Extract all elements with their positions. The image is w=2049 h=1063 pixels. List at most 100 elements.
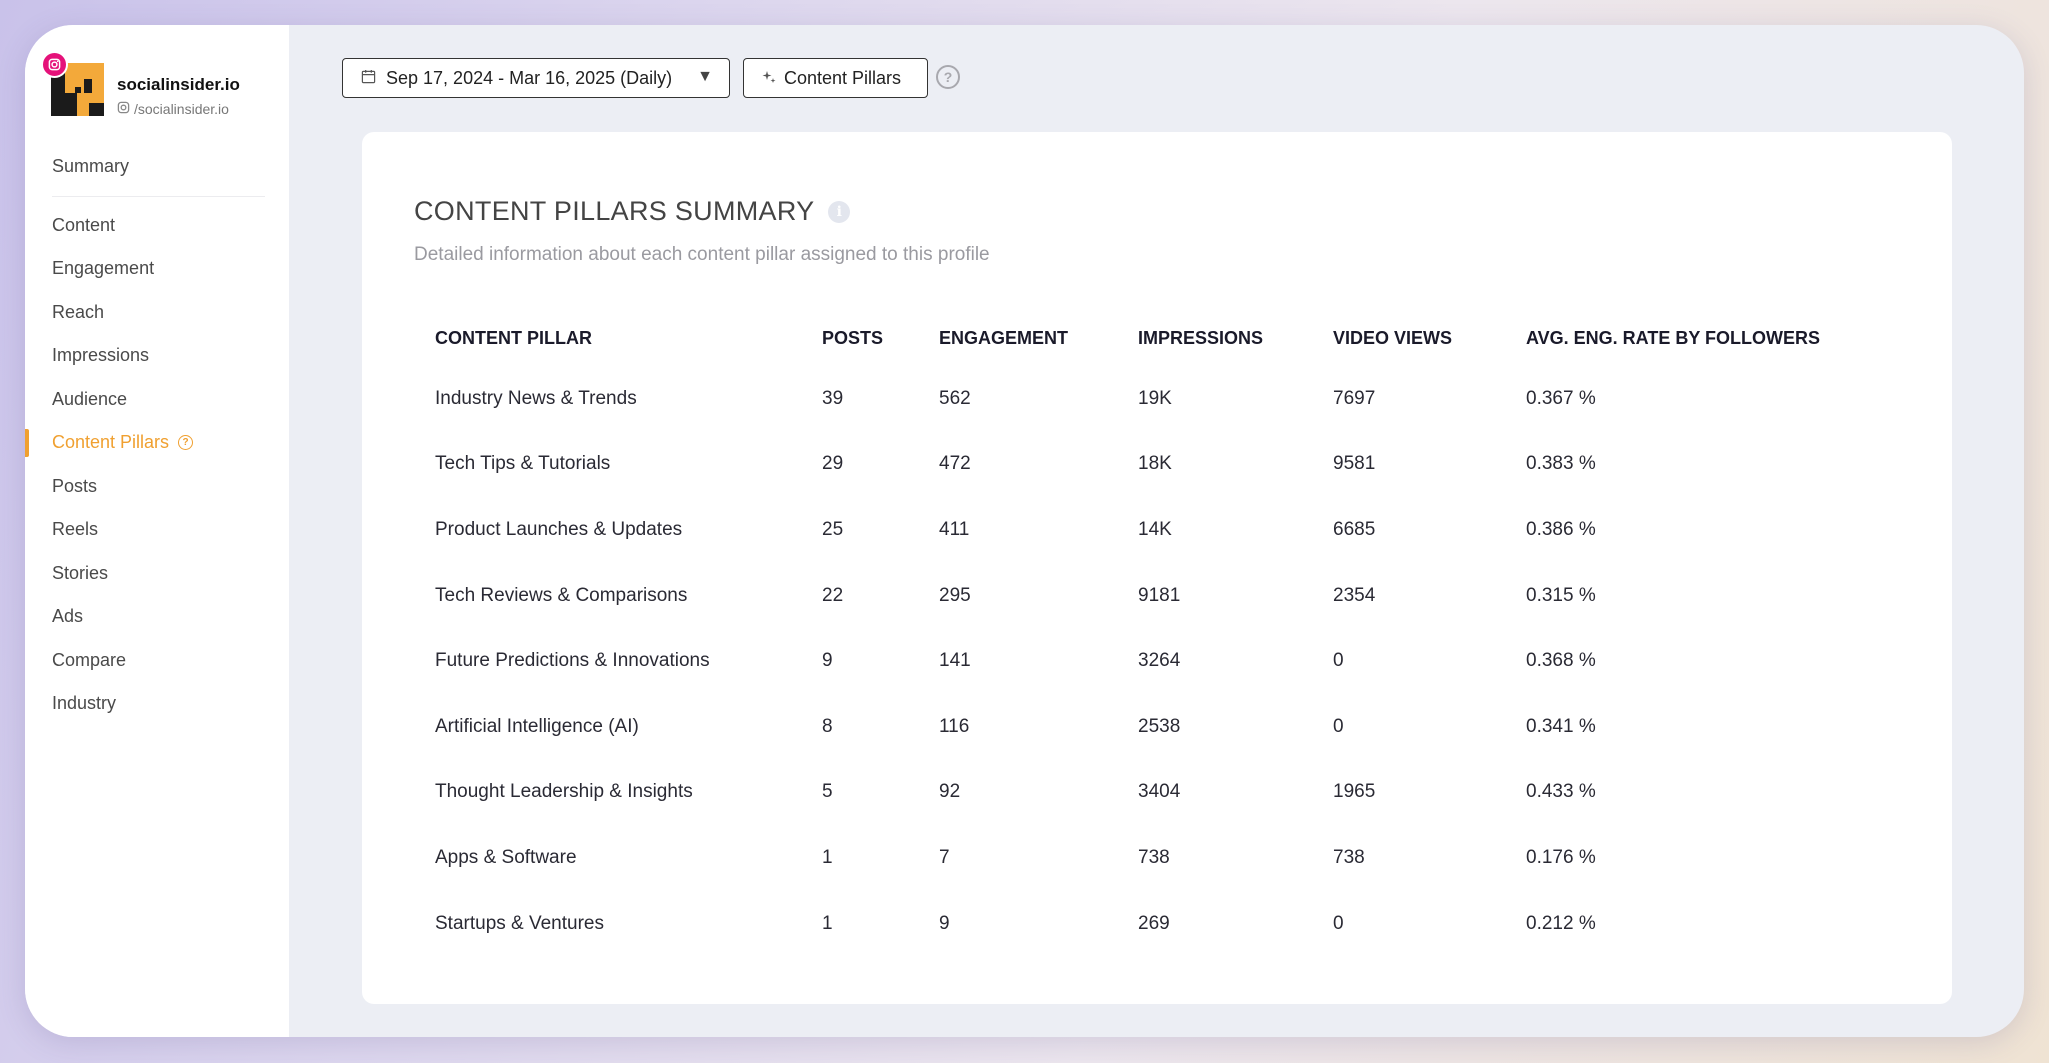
cell-engagement: 92 bbox=[939, 781, 961, 803]
cell-pillar: Apps & Software bbox=[435, 846, 577, 868]
sparkle-icon bbox=[762, 68, 776, 89]
sidebar-item-label: Content bbox=[52, 214, 116, 235]
column-header-content-pillar[interactable]: CONTENT PILLAR bbox=[435, 327, 592, 348]
sidebar-item-reach[interactable]: Reach bbox=[25, 291, 289, 335]
cell-video-views: 6685 bbox=[1333, 518, 1376, 540]
cell-pillar: Startups & Ventures bbox=[435, 912, 604, 934]
content-pillars-table: CONTENT PILLAR POSTS ENGAGEMENT IMPRESSI… bbox=[414, 310, 1924, 956]
cell-engagement: 7 bbox=[939, 846, 950, 868]
sidebar-divider bbox=[52, 195, 265, 197]
cell-avg-eng-rate: 0.433 % bbox=[1526, 781, 1596, 803]
cell-avg-eng-rate: 0.367 % bbox=[1526, 387, 1596, 409]
table-row[interactable]: Artificial Intelligence (AI) 8 116 2538 0 0.3… bbox=[414, 694, 1924, 760]
sidebar-item-content-pillars[interactable]: Content Pillars ? bbox=[25, 421, 289, 465]
cell-impressions: 3404 bbox=[1138, 781, 1181, 803]
table-row[interactable]: Thought Leadership & Insights 5 92 3404 1965… bbox=[414, 760, 1924, 826]
sidebar-item-impressions[interactable]: Impressions bbox=[25, 334, 289, 378]
sidebar-item-industry[interactable]: Industry bbox=[25, 682, 289, 726]
sidebar-item-audience[interactable]: Audience bbox=[25, 378, 289, 422]
help-icon[interactable]: ? bbox=[178, 435, 194, 451]
sidebar-item-label: Posts bbox=[52, 475, 98, 496]
table-row[interactable]: Product Launches & Updates 25 411 14K 6685 0.… bbox=[414, 497, 1924, 563]
card-title: CONTENT PILLARS SUMMARY bbox=[414, 196, 815, 226]
cell-video-views: 7697 bbox=[1333, 387, 1376, 409]
cell-avg-eng-rate: 0.383 % bbox=[1526, 453, 1596, 475]
cell-avg-eng-rate: 0.341 % bbox=[1526, 715, 1596, 737]
profile-header[interactable]: socialinsider.io /socialinsider.io bbox=[41, 51, 281, 117]
sidebar-item-ads[interactable]: Ads bbox=[25, 595, 289, 639]
sidebar-item-summary[interactable]: Summary bbox=[25, 145, 289, 189]
cell-video-views: 9581 bbox=[1333, 453, 1376, 475]
cell-avg-eng-rate: 0.386 % bbox=[1526, 518, 1596, 540]
sidebar-item-label: Reels bbox=[52, 519, 99, 540]
calendar-icon bbox=[361, 68, 376, 89]
column-header-video-views[interactable]: VIDEO VIEWS bbox=[1333, 327, 1453, 348]
table-row[interactable]: Apps & Software 1 7 738 738 0.176 % bbox=[414, 825, 1924, 891]
sidebar-nav: Summary Content Engagement Reach Impress… bbox=[25, 145, 289, 726]
cell-video-views: 2354 bbox=[1333, 584, 1376, 606]
table-row[interactable]: Industry News & Trends 39 562 19K 7697 0.367 … bbox=[414, 366, 1924, 432]
cell-engagement: 472 bbox=[939, 453, 971, 475]
table-row[interactable]: Startups & Ventures 1 9 269 0 0.212 % bbox=[414, 891, 1924, 957]
cell-impressions: 18K bbox=[1138, 453, 1172, 475]
chevron-down-icon: ▼ bbox=[697, 68, 713, 85]
sidebar-item-label: Summary bbox=[52, 156, 130, 177]
sidebar-item-stories[interactable]: Stories bbox=[25, 552, 289, 596]
date-range-picker[interactable]: Sep 17, 2024 - Mar 16, 2025 (Daily) ▼ bbox=[342, 58, 730, 98]
column-header-engagement[interactable]: ENGAGEMENT bbox=[939, 327, 1069, 348]
cell-avg-eng-rate: 0.212 % bbox=[1526, 912, 1596, 934]
table-header-row: CONTENT PILLAR POSTS ENGAGEMENT IMPRESSI… bbox=[414, 310, 1924, 366]
cell-avg-eng-rate: 0.368 % bbox=[1526, 650, 1596, 672]
profile-name: socialinsider.io bbox=[117, 75, 240, 94]
sidebar-item-label: Audience bbox=[52, 388, 128, 409]
sidebar-item-posts[interactable]: Posts bbox=[25, 465, 289, 509]
cell-posts: 8 bbox=[822, 715, 833, 737]
column-header-posts[interactable]: POSTS bbox=[822, 327, 884, 348]
sidebar-item-engagement[interactable]: Engagement bbox=[25, 247, 289, 291]
sidebar-item-content[interactable]: Content bbox=[25, 204, 289, 248]
cell-engagement: 9 bbox=[939, 912, 950, 934]
cell-pillar: Thought Leadership & Insights bbox=[435, 781, 693, 803]
content-pillars-button[interactable]: Content Pillars bbox=[743, 58, 928, 98]
avatar bbox=[51, 63, 104, 116]
sidebar-item-label: Engagement bbox=[52, 258, 155, 279]
cell-video-views: 0 bbox=[1333, 650, 1344, 672]
cell-engagement: 411 bbox=[939, 518, 970, 540]
sidebar: socialinsider.io /socialinsider.io Summa… bbox=[25, 25, 289, 1037]
cell-pillar: Product Launches & Updates bbox=[435, 518, 683, 540]
cell-posts: 29 bbox=[822, 453, 844, 475]
cell-video-views: 0 bbox=[1333, 715, 1344, 737]
sidebar-item-reels[interactable]: Reels bbox=[25, 508, 289, 552]
table-row[interactable]: Future Predictions & Innovations 9 141 3264… bbox=[414, 628, 1924, 694]
help-icon[interactable]: ? bbox=[936, 65, 960, 89]
cell-impressions: 738 bbox=[1138, 846, 1170, 868]
instagram-icon bbox=[41, 51, 68, 78]
cell-video-views: 738 bbox=[1333, 846, 1365, 868]
content-pillars-label: Content Pillars bbox=[784, 67, 902, 88]
cell-video-views: 1965 bbox=[1333, 781, 1376, 803]
cell-engagement: 141 bbox=[939, 650, 971, 672]
table-body: Industry News & Trends 39 562 19K 7697 0.367 … bbox=[414, 366, 1924, 956]
cell-pillar: Industry News & Trends bbox=[435, 387, 637, 409]
app-window: socialinsider.io /socialinsider.io Summa… bbox=[25, 25, 2024, 1037]
sidebar-item-label: Industry bbox=[52, 693, 117, 714]
table-row[interactable]: Tech Reviews & Comparisons 22 295 9181 2354 0… bbox=[414, 563, 1924, 629]
cell-posts: 5 bbox=[822, 781, 833, 803]
cell-engagement: 295 bbox=[939, 584, 971, 606]
info-icon[interactable]: i bbox=[828, 200, 851, 223]
cell-posts: 9 bbox=[822, 650, 833, 672]
cell-posts: 1 bbox=[822, 912, 833, 934]
table-row[interactable]: Tech Tips & Tutorials 29 472 18K 9581 0.383 % bbox=[414, 432, 1924, 498]
profile-handle: /socialinsider.io bbox=[117, 101, 229, 117]
cell-impressions: 19K bbox=[1138, 387, 1172, 409]
sidebar-item-compare[interactable]: Compare bbox=[25, 639, 289, 683]
cell-impressions: 3264 bbox=[1138, 650, 1181, 672]
content-pillars-card: CONTENT PILLARS SUMMARY i Detailed infor… bbox=[362, 132, 1952, 1004]
column-header-avg-eng-rate[interactable]: AVG. ENG. RATE BY FOLLOWERS bbox=[1526, 327, 1821, 348]
cell-impressions: 14K bbox=[1138, 518, 1172, 540]
sidebar-item-label: Impressions bbox=[52, 345, 150, 366]
card-subtitle: Detailed information about each content … bbox=[414, 244, 990, 265]
cell-impressions: 269 bbox=[1138, 912, 1170, 934]
sidebar-item-label: Content Pillars bbox=[52, 432, 170, 453]
column-header-impressions[interactable]: IMPRESSIONS bbox=[1138, 327, 1264, 348]
